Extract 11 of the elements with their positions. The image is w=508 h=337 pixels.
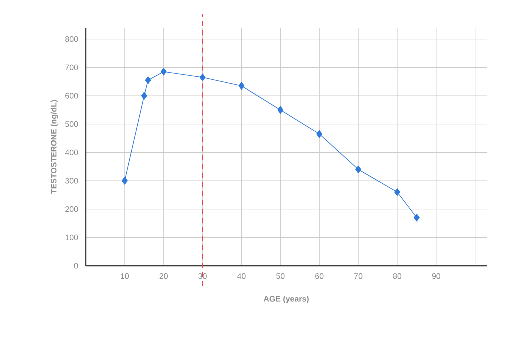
point — [278, 106, 284, 114]
point — [145, 76, 152, 84]
point — [356, 166, 362, 174]
point — [200, 74, 206, 82]
point — [414, 214, 420, 222]
point — [316, 130, 323, 138]
point — [160, 68, 167, 76]
point — [238, 82, 245, 90]
point — [141, 92, 148, 100]
point — [122, 177, 128, 185]
point — [394, 188, 400, 196]
